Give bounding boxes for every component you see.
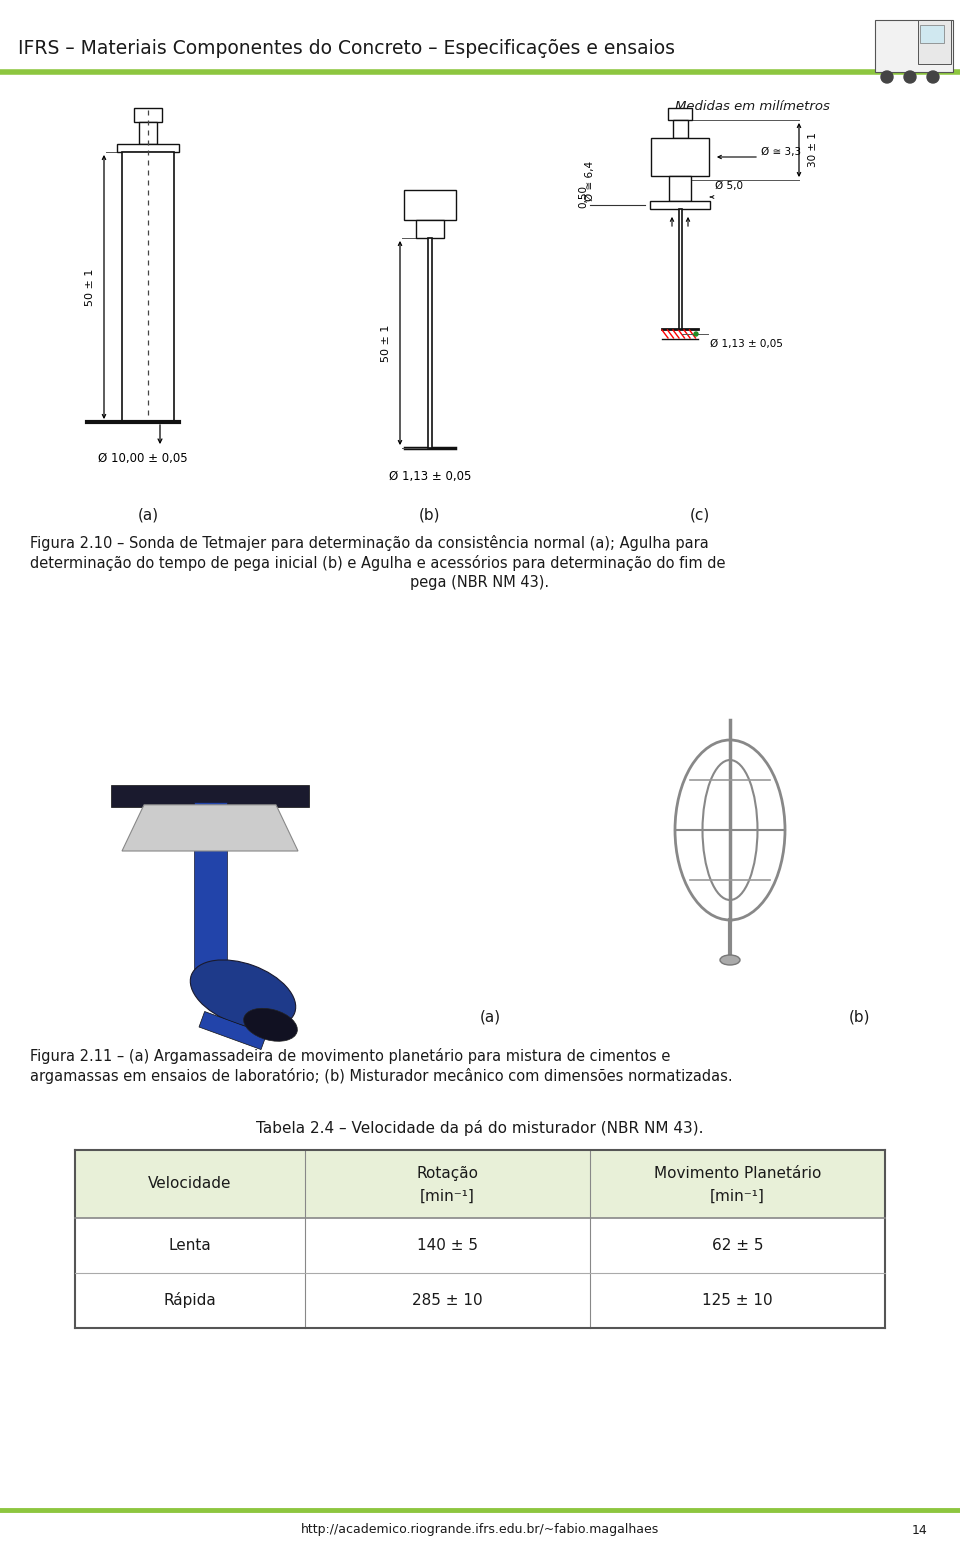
Bar	[428, 238, 432, 448]
Text: 50 ± 1: 50 ± 1	[381, 325, 391, 362]
Text: Ø 1,13 ± 0,05: Ø 1,13 ± 0,05	[710, 339, 782, 348]
Bar	[918, 20, 950, 64]
Text: Ø 5,0: Ø 5,0	[715, 180, 743, 191]
Ellipse shape	[190, 959, 296, 1028]
Text: 14: 14	[912, 1524, 928, 1536]
Text: Ø 1,13 ± 0,05: Ø 1,13 ± 0,05	[389, 470, 471, 484]
Text: determinação do tempo de pega inicial (b) e Agulha e acessórios para determinaçã: determinação do tempo de pega inicial (b…	[30, 555, 726, 571]
Text: Movimento Planetário: Movimento Planetário	[654, 1166, 821, 1182]
Text: 140 ± 5: 140 ± 5	[417, 1238, 478, 1253]
Text: (b): (b)	[420, 508, 441, 522]
Text: 62 ± 5: 62 ± 5	[711, 1238, 763, 1253]
Text: (b): (b)	[850, 1011, 871, 1025]
Bar	[134, 107, 162, 121]
Text: argamassas em ensaios de laboratório; (b) Misturador mecânico com dimensões norm: argamassas em ensaios de laboratório; (b…	[30, 1068, 732, 1084]
Text: 50 ± 1: 50 ± 1	[85, 269, 95, 306]
Ellipse shape	[720, 955, 740, 966]
Bar	[194, 801, 227, 972]
Polygon shape	[122, 805, 298, 851]
Bar	[650, 201, 710, 208]
Text: Ø ≅ 6,4: Ø ≅ 6,4	[585, 160, 595, 201]
Text: Ø ≅ 3,3: Ø ≅ 3,3	[761, 148, 802, 157]
Text: 125 ± 10: 125 ± 10	[702, 1294, 773, 1308]
Text: 0,50: 0,50	[578, 185, 588, 208]
Text: (a): (a)	[137, 508, 158, 522]
Text: [min⁻¹]: [min⁻¹]	[710, 1188, 765, 1204]
Circle shape	[881, 72, 893, 82]
Text: Rotação: Rotação	[417, 1166, 478, 1182]
Text: (a): (a)	[479, 1011, 500, 1025]
Bar	[673, 120, 687, 138]
Text: Lenta: Lenta	[169, 1238, 211, 1253]
Text: Ø 10,00 ± 0,05: Ø 10,00 ± 0,05	[98, 453, 188, 465]
Circle shape	[904, 72, 916, 82]
Text: Figura 2.11 – (a) Argamassadeira de movimento planetário para mistura de cimento: Figura 2.11 – (a) Argamassadeira de movi…	[30, 1048, 670, 1064]
Ellipse shape	[244, 1008, 298, 1042]
Text: Velocidade: Velocidade	[148, 1177, 231, 1191]
Bar	[679, 208, 682, 330]
Bar	[875, 20, 953, 72]
Text: Medidas em milímetros: Medidas em milímetros	[675, 100, 830, 114]
Bar	[921, 25, 944, 44]
Text: [min⁻¹]: [min⁻¹]	[420, 1188, 475, 1204]
Circle shape	[927, 72, 939, 82]
Circle shape	[694, 333, 698, 336]
Bar	[117, 145, 179, 152]
Bar	[668, 107, 692, 120]
Text: Figura 2.10 – Sonda de Tetmajer para determinação da consistência normal (a); Ag: Figura 2.10 – Sonda de Tetmajer para det…	[30, 535, 708, 550]
Bar	[651, 138, 709, 176]
Bar	[75, 1151, 885, 1218]
Text: IFRS – Materiais Componentes do Concreto – Especificações e ensaios: IFRS – Materiais Componentes do Concreto…	[18, 39, 675, 58]
Text: 285 ± 10: 285 ± 10	[412, 1294, 483, 1308]
Bar	[122, 152, 174, 421]
Bar	[404, 190, 456, 219]
Bar	[669, 176, 691, 201]
Text: http://academico.riogrande.ifrs.edu.br/~fabio.magalhaes: http://academico.riogrande.ifrs.edu.br/~…	[300, 1524, 660, 1536]
Bar	[416, 219, 444, 238]
Text: pega (NBR NM 43).: pega (NBR NM 43).	[411, 575, 549, 589]
Text: Rápida: Rápida	[163, 1292, 216, 1308]
Bar	[139, 121, 157, 145]
Text: 30 ± 1: 30 ± 1	[808, 132, 818, 168]
Text: Tabela 2.4 – Velocidade da pá do misturador (NBR NM 43).: Tabela 2.4 – Velocidade da pá do mistura…	[256, 1120, 704, 1137]
Text: (c): (c)	[690, 508, 710, 522]
Bar	[111, 785, 309, 807]
Bar	[199, 1011, 267, 1050]
